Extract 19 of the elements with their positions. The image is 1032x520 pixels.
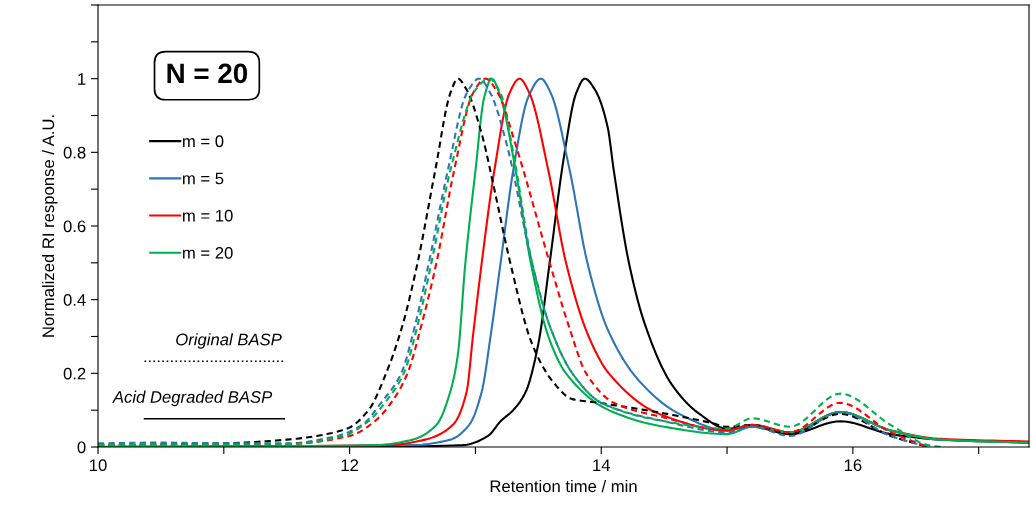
legend-label: m = 5 <box>183 172 224 185</box>
x-tick-label: 14 <box>593 459 611 471</box>
annotation: Acid Degraded BASP <box>112 390 273 407</box>
y-tick-label: 0.2 <box>63 367 86 380</box>
y-tick-label: 0 <box>77 441 86 454</box>
legend-label: m = 0 <box>183 135 224 148</box>
x-axis-title: Retention time / min <box>490 479 637 493</box>
x-tick-label: 10 <box>90 459 107 472</box>
annotation: Original BASP <box>176 333 282 349</box>
annotation: N = 20 <box>167 63 248 84</box>
x-tick-label: 12 <box>341 459 359 471</box>
y-tick-label: 0.4 <box>63 294 86 306</box>
y-tick-label: 0.6 <box>63 220 86 233</box>
x-tick-label: 16 <box>844 459 862 472</box>
y-axis-title: Normalized RI response / A.U. <box>41 115 58 337</box>
legend-label: m = 10 <box>183 209 233 222</box>
y-tick-label: 0.8 <box>63 146 86 159</box>
y-tick-label: 1 <box>78 73 86 85</box>
legend-label: m = 20 <box>183 246 233 259</box>
